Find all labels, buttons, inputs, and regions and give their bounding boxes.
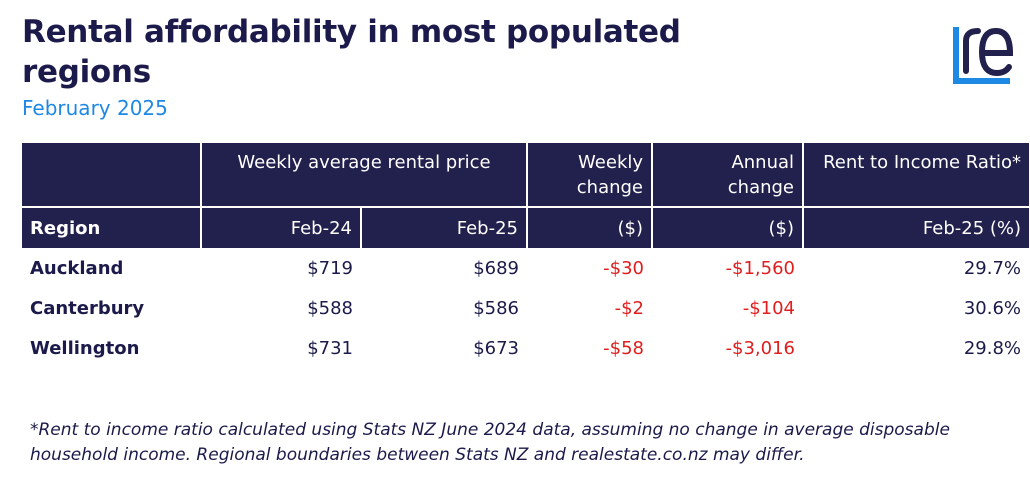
table-group-header-row: Weekly average rental price Weekly chang…: [22, 143, 1030, 207]
feb25-cell: $689: [473, 257, 520, 279]
weekly-average-header: Weekly average rental price: [199, 143, 528, 207]
feb24-cell: $731: [307, 337, 353, 359]
ratio-cell: 29.7%: [963, 257, 1022, 279]
realestate-logo-icon: [953, 27, 1014, 84]
ratio-unit-header: Feb-25 (%): [802, 206, 1030, 248]
weekly-change-cell: -$30: [603, 257, 645, 279]
feb24-cell: $588: [307, 297, 353, 319]
region-cell: Auckland: [30, 257, 124, 279]
weekly-change-cell: -$2: [614, 297, 645, 319]
feb25-cell: $586: [473, 297, 520, 319]
page-subtitle: February 2025: [22, 96, 168, 120]
ratio-cell: 30.6%: [963, 297, 1022, 319]
annual-change-cell: -$1,560: [725, 257, 796, 279]
ratio-cell: 29.8%: [963, 337, 1022, 359]
annual-change-cell: -$3,016: [725, 337, 796, 359]
weekly-change-header: Weekly change: [526, 143, 653, 207]
table-column-header-row: Region Feb-24 Feb-25 ($) ($) Feb-25 (%): [22, 206, 1030, 248]
feb25-column-header: Feb-25: [359, 206, 528, 248]
footnote: *Rent to income ratio calculated using S…: [30, 420, 950, 465]
annual-change-cell: -$104: [742, 297, 796, 319]
page-title: Rental affordability in most populated r…: [22, 14, 681, 90]
region-group-header: [22, 143, 201, 207]
weekly-unit-header: ($): [526, 206, 653, 248]
weekly-change-cell: -$58: [603, 337, 645, 359]
region-cell: Canterbury: [30, 297, 145, 319]
region-cell: Wellington: [30, 337, 140, 359]
table-row: Auckland $719 $689 -$30 -$1,560 29.7%: [22, 248, 1029, 288]
region-column-header: Region: [22, 206, 201, 248]
rental-affordability-table: Weekly average rental price Weekly chang…: [22, 143, 1030, 368]
feb24-column-header: Feb-24: [200, 206, 361, 248]
annual-change-header: Annual change: [651, 143, 804, 207]
table-row: Wellington $731 $673 -$58 -$3,016 29.8%: [22, 328, 1029, 368]
table-row: Canterbury $588 $586 -$2 -$104 30.6%: [22, 288, 1029, 328]
annual-unit-header: ($): [651, 206, 804, 248]
feb25-cell: $673: [473, 337, 520, 359]
feb24-cell: $719: [307, 257, 353, 279]
rent-income-ratio-header: Rent to Income Ratio*: [802, 143, 1030, 207]
